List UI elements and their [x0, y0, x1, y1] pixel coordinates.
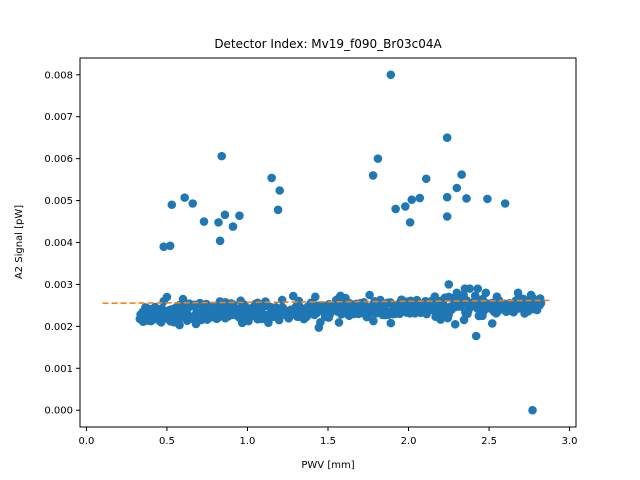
data-point — [288, 291, 298, 301]
x-tick-label: 1.5 — [320, 436, 336, 447]
y-tick-label: 0.006 — [44, 154, 73, 165]
data-point — [457, 170, 466, 179]
data-point — [473, 284, 483, 293]
data-point — [274, 315, 284, 325]
data-point — [487, 319, 497, 328]
data-point — [178, 294, 188, 304]
x-tick-label: 1.0 — [240, 436, 256, 447]
data-point — [401, 202, 410, 211]
data-point — [462, 194, 471, 203]
y-axis-label: A2 Signal [pW] — [14, 205, 25, 279]
data-point — [471, 331, 481, 341]
data-point — [368, 171, 378, 180]
data-point — [220, 210, 230, 220]
data-point — [196, 315, 206, 325]
data-point — [452, 183, 462, 193]
x-axis-label: PWV [mm] — [301, 460, 354, 471]
data-point — [442, 192, 452, 202]
data-point — [442, 212, 452, 221]
y-tick-label: 0.002 — [44, 322, 73, 333]
data-point — [415, 193, 425, 203]
data-point — [452, 288, 462, 298]
data-point — [235, 211, 244, 220]
data-point — [273, 205, 283, 215]
points-layer — [135, 70, 546, 415]
data-point — [528, 405, 537, 415]
data-point — [275, 186, 284, 195]
data-point — [159, 242, 169, 251]
data-point — [405, 218, 415, 227]
data-point — [217, 151, 227, 161]
chart-title: Detector Index: Mv19_f090_Br03c04A — [214, 37, 442, 51]
y-tick-label: 0.000 — [44, 406, 73, 417]
y-axis: 0.000 0.001 0.002 0.003 0.004 0.005 0.006 0.007… — [44, 70, 80, 417]
x-tick-label: 3.0 — [562, 436, 578, 447]
data-point — [214, 218, 223, 227]
data-point — [407, 195, 417, 205]
data-point — [162, 292, 172, 302]
data-point — [450, 319, 460, 329]
x-tick-label: 2.0 — [401, 436, 417, 447]
data-point — [277, 295, 287, 305]
data-point — [500, 199, 510, 208]
x-tick-label: 0.0 — [78, 436, 94, 447]
data-point — [386, 70, 396, 80]
data-point — [483, 194, 492, 204]
data-point — [228, 222, 238, 231]
data-point — [442, 133, 452, 142]
y-tick-label: 0.004 — [44, 238, 73, 249]
data-point — [199, 217, 209, 226]
x-tick-label: 0.5 — [159, 436, 175, 447]
x-axis: 0.0 0.5 1.0 1.5 2.0 2.5 3.0 — [78, 427, 578, 447]
data-point — [444, 280, 454, 289]
data-point — [365, 290, 374, 300]
fit-line — [102, 299, 551, 305]
data-point — [215, 236, 225, 246]
data-point — [391, 204, 400, 214]
data-point — [165, 241, 175, 251]
data-point — [478, 294, 487, 304]
data-point — [311, 292, 320, 302]
y-tick-label: 0.007 — [44, 112, 73, 123]
data-point — [267, 173, 276, 183]
data-point — [465, 284, 475, 293]
data-point — [175, 320, 184, 330]
data-point — [421, 174, 431, 184]
fit-layer — [102, 299, 551, 305]
y-tick-label: 0.005 — [44, 196, 73, 207]
data-point — [369, 316, 378, 326]
y-tick-label: 0.001 — [44, 364, 73, 375]
data-point — [334, 318, 344, 327]
y-tick-label: 0.003 — [44, 280, 73, 291]
data-point — [167, 200, 177, 210]
data-point — [386, 318, 396, 328]
x-tick-label: 2.5 — [481, 436, 497, 447]
data-point — [180, 193, 189, 202]
data-point — [188, 199, 198, 208]
data-point — [513, 288, 523, 298]
y-tick-label: 0.008 — [44, 70, 73, 81]
data-point — [373, 154, 383, 163]
